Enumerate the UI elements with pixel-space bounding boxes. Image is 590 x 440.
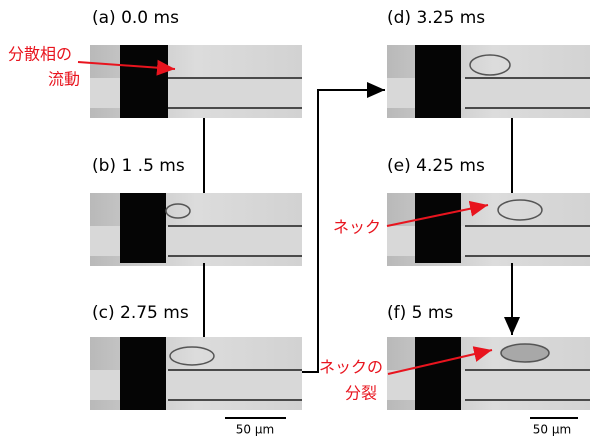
panel-label: (b) 1 .5 ms: [92, 156, 185, 176]
panel-label: (d) 3.25 ms: [387, 8, 485, 28]
panel-label: (a) 0.0 ms: [92, 8, 179, 28]
annotation: ネックの: [319, 358, 383, 377]
image-c: [90, 337, 302, 410]
panel-label: (f) 5 ms: [387, 303, 453, 323]
image-e: [387, 193, 590, 266]
annotation: 分散相の: [8, 45, 72, 64]
figure: (a) 0.0 ms (b) 1 .5 ms (c) 2.75 ms (d) 3…: [0, 0, 590, 436]
image-b: [90, 193, 302, 266]
image-d: [387, 45, 590, 118]
annotation: 流動: [48, 70, 80, 89]
image-f: [387, 337, 590, 410]
scale-bar-label: 50 μm: [236, 423, 274, 437]
annotation: 分裂: [345, 384, 377, 403]
panel-label: (c) 2.75 ms: [92, 303, 189, 323]
panel-label: (e) 4.25 ms: [387, 156, 485, 176]
scale-bar-label: 50 μm: [533, 423, 571, 437]
annotation: ネック: [333, 218, 381, 237]
image-a: [90, 45, 302, 118]
